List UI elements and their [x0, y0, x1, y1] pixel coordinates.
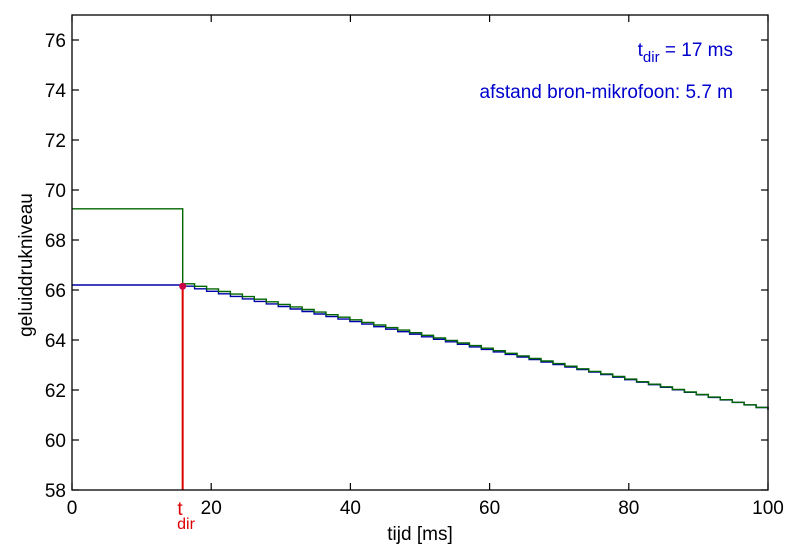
y-tick-label: 74 — [45, 81, 67, 102]
y-tick-label: 68 — [45, 231, 66, 252]
x-tick-label: 100 — [752, 498, 784, 519]
series-line-2 — [72, 208, 769, 410]
y-tick-label: 58 — [45, 481, 66, 502]
y-tick-label: 60 — [45, 431, 66, 452]
y-tick-label: 62 — [45, 381, 66, 402]
plot-frame — [71, 14, 769, 491]
y-tick-label: 64 — [45, 331, 67, 352]
x-axis-label: tijd [ms] — [387, 524, 452, 545]
tdir-axis-label: t dir — [177, 499, 195, 533]
annotation-tdir-main: t — [638, 40, 644, 61]
annotation-tdir-sub: dir — [643, 49, 660, 66]
annotation-tdir: tdir = 17 ms — [638, 40, 733, 66]
x-tick-label: 60 — [479, 498, 500, 519]
annotation-tdir-value: = 17 ms — [660, 40, 733, 61]
y-tick-label: 70 — [45, 181, 66, 202]
tdir-marker — [179, 282, 187, 290]
x-tick-label: 80 — [618, 498, 639, 519]
tdir-axis-main: t — [177, 499, 183, 520]
x-tick-label: 40 — [340, 498, 361, 519]
y-axis-label: geluiddrukniveau — [16, 193, 37, 337]
plot-area — [72, 15, 768, 490]
y-tick-label: 72 — [45, 131, 66, 152]
plot-background — [72, 15, 768, 490]
y-tick-label: 66 — [45, 281, 66, 302]
tdir-axis-sub: dir — [177, 516, 195, 533]
x-tick-label: 0 — [67, 498, 78, 519]
annotation-distance: afstand bron-mikrofoon: 5.7 m — [480, 82, 733, 103]
y-tick-label: 76 — [45, 31, 66, 52]
x-tick-label: 20 — [201, 498, 222, 519]
